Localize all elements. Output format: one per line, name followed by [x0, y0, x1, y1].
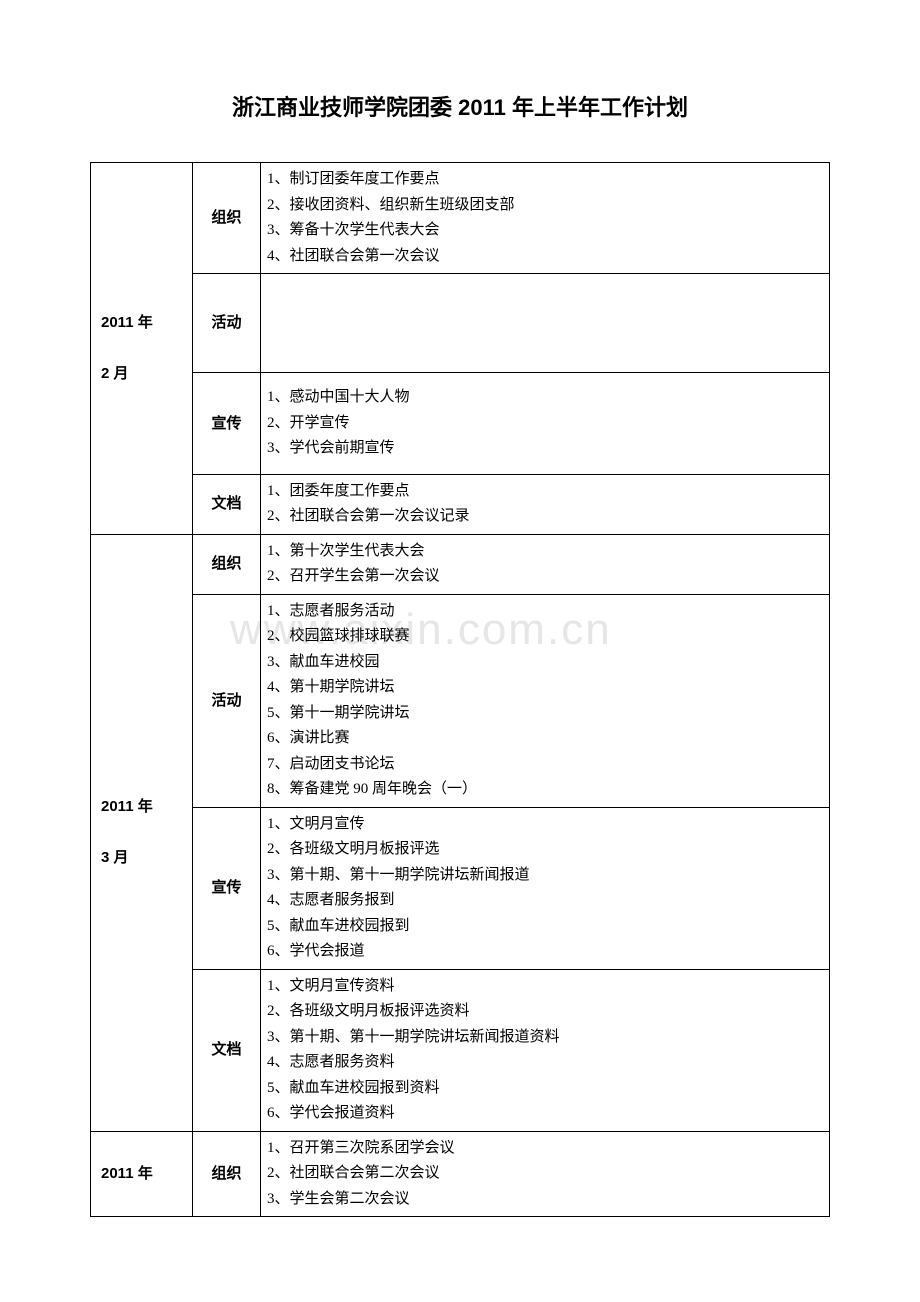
- content-item: 7、启动团支书论坛: [267, 752, 823, 778]
- table-row: 2011 年 2 月组织1、制订团委年度工作要点2、接收团资料、组织新生班级团支…: [91, 163, 830, 274]
- period-label-line: [101, 336, 186, 362]
- table-row: 宣传1、感动中国十大人物2、开学宣传3、学代会前期宣传: [91, 373, 830, 475]
- content-item: 6、学代会报道资料: [267, 1101, 823, 1127]
- category-cell: 组织: [193, 1131, 261, 1217]
- content-item: 2、召开学生会第一次会议: [267, 564, 823, 590]
- table-row: 文档1、文明月宣传资料2、各班级文明月板报评选资料3、第十期、第十一期学院讲坛新…: [91, 969, 830, 1131]
- content-item: 1、文明月宣传资料: [267, 974, 823, 1000]
- category-cell: 活动: [193, 274, 261, 373]
- period-cell: 2011 年 2 月: [91, 163, 193, 535]
- page-title: 浙江商业技师学院团委 2011 年上半年工作计划: [90, 90, 830, 122]
- content-item: 2、各班级文明月板报评选资料: [267, 999, 823, 1025]
- content-item: 2、接收团资料、组织新生班级团支部: [267, 193, 823, 219]
- content-item: 2、各班级文明月板报评选: [267, 837, 823, 863]
- content-item: 5、献血车进校园报到资料: [267, 1076, 823, 1102]
- content-cell: 1、文明月宣传资料2、各班级文明月板报评选资料3、第十期、第十一期学院讲坛新闻报…: [261, 969, 830, 1131]
- content-cell: [261, 274, 830, 373]
- content-item: 6、演讲比赛: [267, 726, 823, 752]
- period-label-line: 2011 年: [101, 794, 186, 820]
- content-item: 1、第十次学生代表大会: [267, 539, 823, 565]
- content-item: 1、志愿者服务活动: [267, 599, 823, 625]
- content-cell: 1、感动中国十大人物2、开学宣传3、学代会前期宣传: [261, 373, 830, 475]
- table-row: 活动1、志愿者服务活动2、校园篮球排球联赛3、献血车进校园4、第十期学院讲坛5、…: [91, 594, 830, 807]
- content-cell: 1、制订团委年度工作要点2、接收团资料、组织新生班级团支部3、筹备十次学生代表大…: [261, 163, 830, 274]
- content-item: 6、学代会报道: [267, 939, 823, 965]
- category-cell: 宣传: [193, 373, 261, 475]
- content-item: 1、制订团委年度工作要点: [267, 167, 823, 193]
- category-cell: 活动: [193, 594, 261, 807]
- content-item: 3、第十期、第十一期学院讲坛新闻报道: [267, 863, 823, 889]
- content-item: 3、学生会第二次会议: [267, 1187, 823, 1213]
- period-label-line: 3 月: [101, 845, 186, 871]
- content-cell: 1、文明月宣传2、各班级文明月板报评选3、第十期、第十一期学院讲坛新闻报道4、志…: [261, 807, 830, 969]
- table-row: 2011 年 3 月组织1、第十次学生代表大会2、召开学生会第一次会议: [91, 534, 830, 594]
- empty-content: [267, 278, 823, 368]
- content-item: 3、学代会前期宣传: [267, 436, 823, 462]
- period-label-line: 2011 年: [101, 310, 186, 336]
- content-cell: 1、团委年度工作要点2、社团联合会第一次会议记录: [261, 474, 830, 534]
- content-item: 5、献血车进校园报到: [267, 914, 823, 940]
- content-cell: 1、第十次学生代表大会2、召开学生会第一次会议: [261, 534, 830, 594]
- content-item: 2、开学宣传: [267, 411, 823, 437]
- content-item: 4、第十期学院讲坛: [267, 675, 823, 701]
- category-cell: 文档: [193, 474, 261, 534]
- content-item: 3、献血车进校园: [267, 650, 823, 676]
- category-cell: 宣传: [193, 807, 261, 969]
- content-item: 1、召开第三次院系团学会议: [267, 1136, 823, 1162]
- period-cell: 2011 年 3 月: [91, 534, 193, 1131]
- content-item: 5、第十一期学院讲坛: [267, 701, 823, 727]
- table-row: 2011 年组织1、召开第三次院系团学会议2、社团联合会第二次会议3、学生会第二…: [91, 1131, 830, 1217]
- period-label-line: 2011 年: [101, 1161, 186, 1187]
- plan-table: 2011 年 2 月组织1、制订团委年度工作要点2、接收团资料、组织新生班级团支…: [90, 162, 830, 1217]
- table-row: 宣传1、文明月宣传2、各班级文明月板报评选3、第十期、第十一期学院讲坛新闻报道4…: [91, 807, 830, 969]
- content-cell: 1、召开第三次院系团学会议2、社团联合会第二次会议3、学生会第二次会议: [261, 1131, 830, 1217]
- content-item: 2、社团联合会第二次会议: [267, 1161, 823, 1187]
- table-row: 活动: [91, 274, 830, 373]
- content-item: 1、团委年度工作要点: [267, 479, 823, 505]
- content-item: 2、校园篮球排球联赛: [267, 624, 823, 650]
- content-item: 2、社团联合会第一次会议记录: [267, 504, 823, 530]
- table-row: 文档1、团委年度工作要点2、社团联合会第一次会议记录: [91, 474, 830, 534]
- content-item: 4、社团联合会第一次会议: [267, 244, 823, 270]
- category-cell: 组织: [193, 534, 261, 594]
- period-label-line: 2 月: [101, 361, 186, 387]
- category-cell: 文档: [193, 969, 261, 1131]
- period-label-line: [101, 820, 186, 846]
- content-cell: 1、志愿者服务活动2、校园篮球排球联赛3、献血车进校园4、第十期学院讲坛5、第十…: [261, 594, 830, 807]
- period-cell: 2011 年: [91, 1131, 193, 1217]
- content-item: 3、筹备十次学生代表大会: [267, 218, 823, 244]
- content-item: 3、第十期、第十一期学院讲坛新闻报道资料: [267, 1025, 823, 1051]
- content-item: 8、筹备建党 90 周年晚会（一）: [267, 777, 823, 803]
- content-item: 4、志愿者服务报到: [267, 888, 823, 914]
- content-item: 4、志愿者服务资料: [267, 1050, 823, 1076]
- content-item: 1、感动中国十大人物: [267, 385, 823, 411]
- content-item: 1、文明月宣传: [267, 812, 823, 838]
- category-cell: 组织: [193, 163, 261, 274]
